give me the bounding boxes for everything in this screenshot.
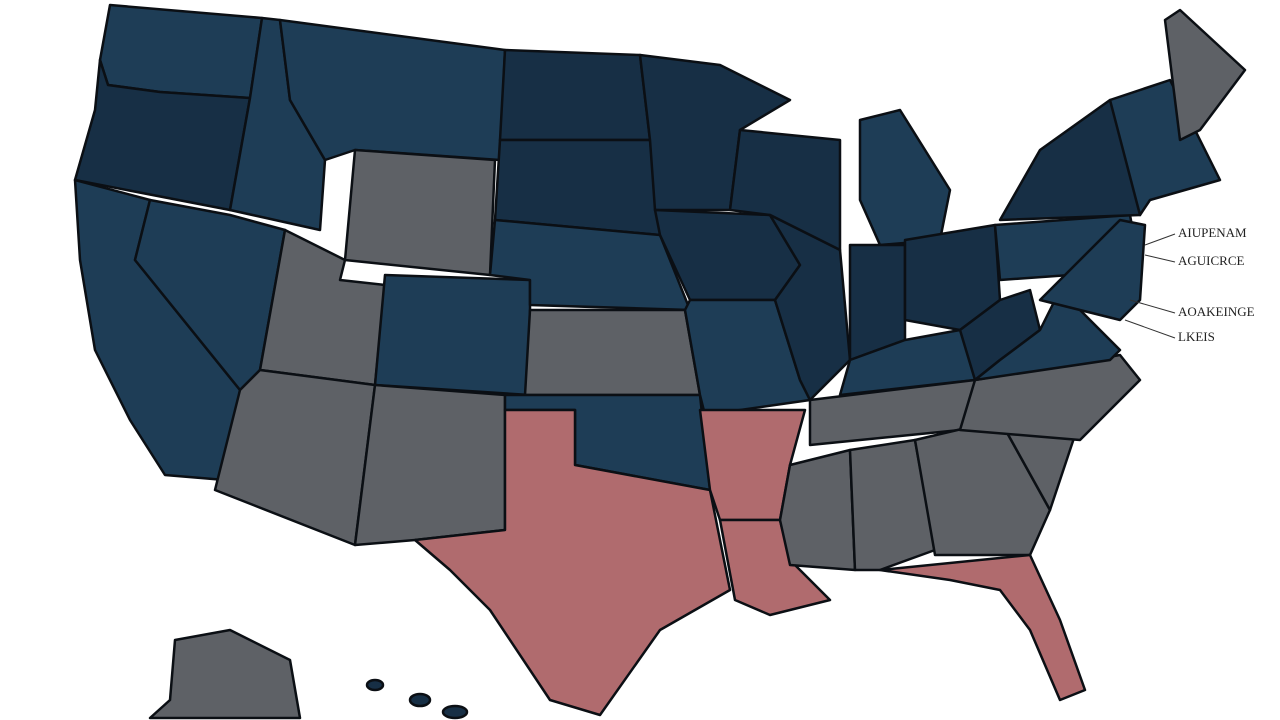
state bbox=[1163, 8, 1247, 142]
label: LKEIS bbox=[1178, 329, 1215, 344]
label: AIUPENAM bbox=[1178, 225, 1247, 240]
state bbox=[768, 213, 852, 402]
state bbox=[98, 3, 264, 100]
leader-line bbox=[1124, 319, 1176, 339]
state bbox=[373, 273, 532, 397]
state bbox=[343, 148, 497, 277]
label: AOAKEINGE bbox=[1178, 304, 1255, 319]
state bbox=[1108, 78, 1222, 217]
state bbox=[493, 138, 662, 237]
state bbox=[353, 383, 507, 547]
state bbox=[523, 308, 702, 397]
state bbox=[858, 108, 952, 247]
state bbox=[878, 553, 1087, 702]
island bbox=[408, 692, 432, 708]
state bbox=[498, 48, 652, 142]
states bbox=[73, 3, 1247, 720]
state bbox=[778, 448, 857, 572]
label: AGUICRCE bbox=[1178, 253, 1245, 268]
leader-line bbox=[1129, 299, 1176, 314]
state bbox=[278, 18, 507, 162]
state bbox=[848, 438, 937, 572]
island bbox=[441, 704, 469, 720]
state bbox=[148, 628, 302, 720]
callouts bbox=[1124, 233, 1176, 339]
state bbox=[213, 368, 377, 547]
leader-line bbox=[1144, 254, 1176, 263]
leader-line bbox=[1144, 233, 1176, 246]
state bbox=[1038, 218, 1147, 322]
state bbox=[413, 408, 732, 717]
island bbox=[365, 678, 385, 692]
